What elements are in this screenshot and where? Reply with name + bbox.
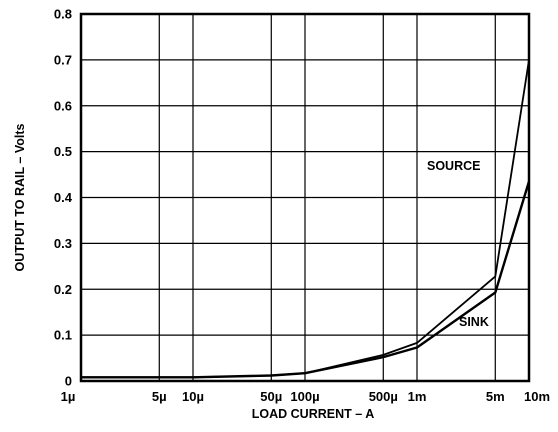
x-tick-label: 1µ: [61, 389, 76, 404]
y-tick-label: 0.6: [54, 98, 72, 113]
y-tick-label: 0.7: [54, 52, 72, 67]
x-axis-label: LOAD CURRENT – A: [252, 407, 374, 421]
y-tick-label: 0.5: [54, 144, 72, 159]
x-tick-label: 5m: [486, 389, 505, 404]
series-label-sink: SINK: [459, 315, 489, 329]
y-axis-label: OUTPUT TO RAIL – Volts: [13, 123, 27, 271]
x-tick-label: 10µ: [182, 389, 204, 404]
series-line-sink: [81, 181, 531, 379]
x-tick-label: 500µ: [369, 389, 398, 404]
x-tick-label: 5µ: [152, 389, 167, 404]
x-tick-labels: 1µ 5µ 10µ 50µ 100µ 500µ 1m 5m 10m: [61, 389, 550, 404]
y-tick-label: 0.4: [54, 190, 73, 205]
y-tick-label: 0.8: [54, 7, 72, 22]
y-tick-label: 0.1: [54, 328, 72, 343]
series-label-source: SOURCE: [427, 159, 480, 173]
x-tick-label: 50µ: [260, 389, 282, 404]
plot-frame: [79, 12, 531, 383]
x-tick-label: 100µ: [290, 389, 319, 404]
y-tick-label: 0.3: [54, 236, 72, 251]
x-tick-label: 1m: [408, 389, 427, 404]
x-tick-label: 10m: [524, 389, 550, 404]
y-tick-label: 0: [65, 374, 72, 389]
series-layer: [81, 59, 531, 379]
y-tick-labels: 0 0.1 0.2 0.3 0.4 0.5 0.6 0.7 0.8: [54, 7, 73, 389]
y-tick-label: 0.2: [54, 282, 72, 297]
